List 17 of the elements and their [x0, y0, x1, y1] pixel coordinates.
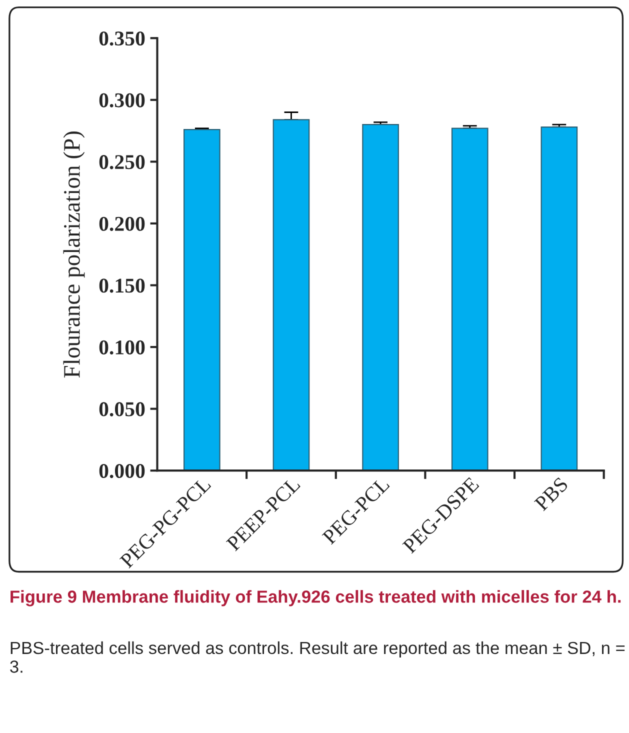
y-axis-title: Flourance polarization (P): [63, 131, 85, 378]
bar: [362, 124, 399, 471]
text: PBS-treated cells served as controls. Result are reported as the mean ± SD, n = 3.: [10, 641, 625, 673]
bar: [540, 126, 578, 471]
y-tick-label: 0.150: [99, 278, 145, 293]
y-tick-label: 0.250: [99, 155, 145, 170]
x-tick-label: PBS: [534, 476, 569, 512]
bar: [183, 129, 220, 471]
bar: [451, 128, 488, 471]
y-tick-label: 0.100: [99, 340, 145, 355]
y-tick-label: 0.050: [99, 402, 145, 416]
y-tick-label: 0.000: [99, 464, 145, 478]
bar: [272, 119, 310, 471]
text: Figure 9 Membrane fluidity of Eahy.926 cells treated with micelles for 24 h.: [10, 590, 621, 606]
y-tick-label: 0.300: [99, 93, 145, 108]
y-tick-label: 0.350: [99, 31, 145, 46]
y-tick-label: 0.200: [99, 216, 145, 231]
